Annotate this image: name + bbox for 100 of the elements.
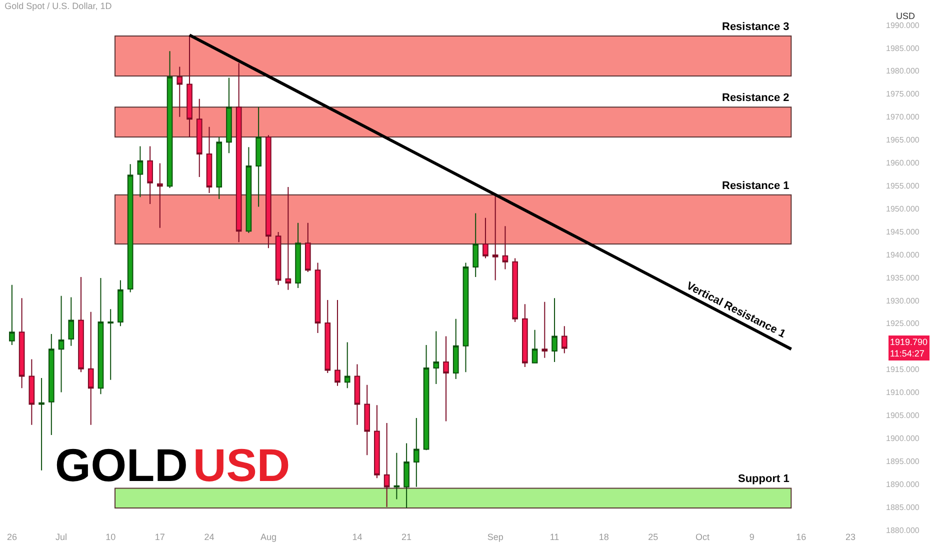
band-label: Resistance 2: [722, 92, 790, 104]
candlestick: [295, 222, 301, 289]
y-tick-label: 1955.000: [886, 181, 920, 190]
y-tick-label: 1940.000: [886, 250, 920, 260]
candlestick: [354, 364, 360, 426]
candlestick: [38, 378, 44, 471]
y-tick-label: 1900.000: [886, 434, 920, 443]
candlestick: [344, 342, 350, 389]
candlestick: [78, 276, 84, 373]
candlestick: [48, 333, 54, 436]
x-tick-label: 25: [648, 532, 658, 542]
y-tick-label: 1935.000: [886, 273, 920, 282]
y-tick-label: 1975.000: [886, 90, 920, 99]
candlestick: [364, 384, 370, 456]
candlestick: [28, 358, 35, 426]
x-tick-label: Jul: [56, 532, 68, 542]
y-tick-label: 1890.000: [886, 480, 920, 489]
candlestick: [157, 162, 163, 228]
x-tick-label: 24: [204, 532, 214, 542]
x-tick-label: 10: [106, 532, 116, 542]
x-tick-label: Oct: [695, 532, 710, 542]
candlestick: [266, 134, 272, 249]
y-tick-label: 1980.000: [886, 66, 920, 76]
candlestick: [404, 442, 410, 508]
x-tick-label: 16: [796, 532, 806, 542]
candlestick: [413, 417, 420, 488]
y-tick-label: 1960.000: [886, 158, 920, 168]
candlestick: [542, 301, 548, 358]
candlestick: [118, 280, 124, 327]
candlestick: [98, 277, 104, 395]
y-tick-label: 1970.000: [886, 112, 920, 122]
candlestick: [256, 106, 262, 208]
candlestick: [68, 296, 74, 346]
x-tick-label: Aug: [260, 532, 276, 542]
candlestick: [374, 404, 380, 479]
y-tick-label: 1990.000: [886, 20, 920, 30]
y-axis-title: USD: [896, 11, 916, 21]
candlestick: [532, 329, 538, 364]
candlestick: [522, 304, 528, 368]
candlestick: [166, 50, 173, 188]
candlestick: [147, 146, 153, 205]
band-label: Resistance 3: [722, 21, 790, 33]
candlestick: [275, 232, 282, 286]
y-tick-label: 1985.000: [886, 44, 920, 53]
candlestick: [384, 422, 390, 508]
y-tick-label: 1885.000: [886, 502, 920, 512]
candlestick: [108, 308, 114, 380]
candlestick: [18, 298, 25, 389]
candlestick: [58, 295, 64, 393]
y-tick-label: 1915.000: [886, 365, 920, 374]
candlestick: [492, 196, 498, 281]
y-tick-label: 1905.000: [886, 411, 920, 420]
candlestick: [216, 136, 222, 200]
candlestick: [452, 318, 459, 380]
candlestick: [246, 146, 252, 234]
candlestick: [472, 212, 479, 278]
candlestick: [443, 336, 449, 422]
x-tick-label: 18: [598, 532, 609, 542]
candlestick: [9, 284, 15, 346]
candlestick: [304, 222, 311, 272]
x-tick-label: 11: [550, 532, 560, 542]
annotation: GOLD: [55, 439, 188, 491]
candlestick: [285, 186, 292, 290]
candlestick: [127, 164, 134, 293]
candlestick: [462, 262, 469, 373]
x-tick-label: 23: [845, 532, 856, 542]
candlestick: [226, 77, 232, 154]
band-label: Resistance 1: [722, 180, 790, 192]
candlestick: [512, 258, 518, 323]
y-tick-label: 1950.000: [886, 204, 920, 214]
x-tick-label: 9: [749, 532, 754, 542]
y-tick-label: 1945.000: [886, 227, 920, 236]
candlestick: [176, 66, 183, 118]
x-tick-label: 17: [154, 532, 165, 542]
candlestick: [186, 34, 192, 138]
candlestick: [314, 262, 321, 334]
candlestick: [552, 298, 558, 362]
candlestick: [561, 326, 568, 354]
candlestick: [236, 62, 242, 243]
candlestick: [334, 300, 340, 386]
candlestick: [423, 344, 430, 451]
x-tick-label: 21: [402, 532, 412, 542]
y-tick-label: 1880.000: [886, 526, 920, 535]
x-tick-label: 26: [6, 532, 17, 542]
candlestick: [394, 452, 400, 500]
x-tick-label: 14: [352, 532, 362, 542]
y-tick-label: 1910.000: [886, 388, 920, 398]
candlestick: [137, 146, 144, 198]
candlestick: [196, 98, 202, 178]
candlestick: [206, 126, 212, 194]
candlestick: [324, 300, 331, 374]
y-tick-label: 1965.000: [886, 136, 920, 145]
y-tick-label: 1925.000: [886, 319, 920, 328]
text: 1919.790 11:54:27: [890, 337, 928, 359]
y-tick-label: 1895.000: [886, 456, 920, 466]
x-tick-label: Sep: [487, 532, 504, 542]
candlestick: [482, 217, 488, 259]
candlestick: [433, 330, 440, 385]
candlestick: [88, 311, 94, 426]
chart-title: Gold Spot / U.S. Dollar, 1D: [4, 1, 112, 12]
